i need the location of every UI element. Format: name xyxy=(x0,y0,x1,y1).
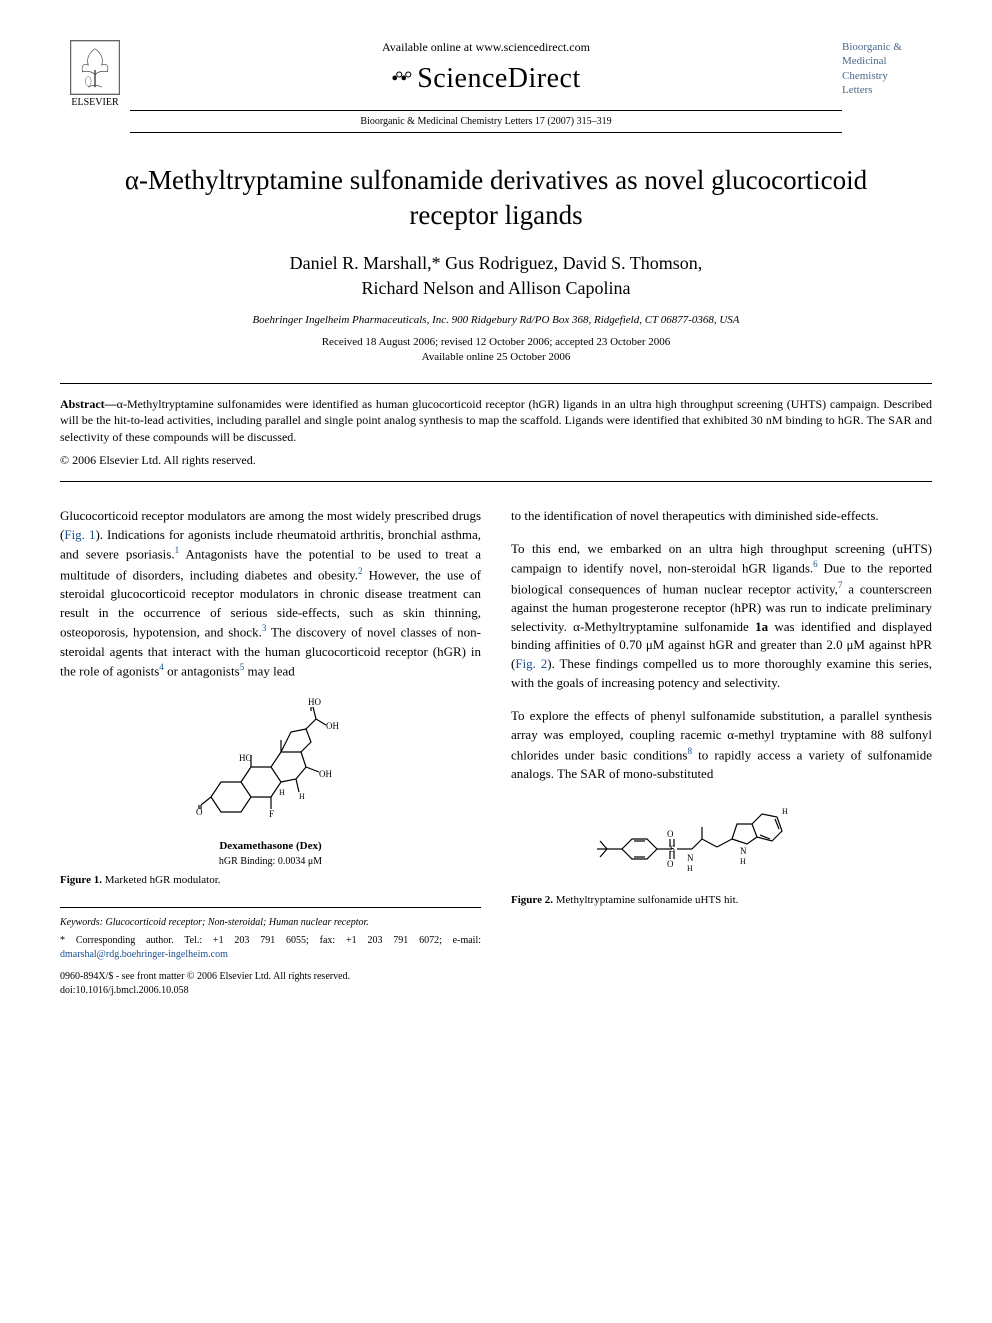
keywords: Keywords: Glucocorticoid receptor; Non-s… xyxy=(60,916,481,930)
page-header: ELSEVIER Available online at www.science… xyxy=(60,40,932,138)
svg-text:OH: OH xyxy=(326,721,339,731)
journal-title-box: Bioorganic & Medicinal Chemistry Letters xyxy=(842,40,932,97)
footer: Keywords: Glucocorticoid receptor; Non-s… xyxy=(60,907,481,998)
body-columns: Glucocorticoid receptor modulators are a… xyxy=(60,507,932,998)
abstract-text: α-Methyltryptamine sulfonamides were ide… xyxy=(60,397,932,445)
figure-2-caption: Figure 2. Methyltryptamine sulfonamide u… xyxy=(511,893,932,909)
dexamethasone-structure-icon: O OH HO OH F HO H H xyxy=(191,697,351,837)
corresp-label: * Corresponding author. xyxy=(60,935,174,946)
sciencedirect-logo: •°•° ScienceDirect xyxy=(391,63,581,95)
footer-copyright: 0960-894X/$ - see front matter © 2006 El… xyxy=(60,970,481,998)
keywords-label: Keywords: xyxy=(60,917,103,928)
figure-link[interactable]: Fig. 2 xyxy=(515,656,547,671)
available-online-text: Available online at www.sciencedirect.co… xyxy=(130,40,842,55)
figure-caption-text: Methyltryptamine sulfonamide uHTS hit. xyxy=(553,894,738,906)
right-column: to the identification of novel therapeut… xyxy=(511,507,932,998)
journal-box-line: Medicinal xyxy=(842,54,932,68)
paragraph: To this end, we embarked on an ultra hig… xyxy=(511,540,932,693)
abstract-copyright: © 2006 Elsevier Ltd. All rights reserved… xyxy=(60,452,932,469)
figure-caption-label: Figure 1. xyxy=(60,874,102,886)
journal-box-line: Chemistry xyxy=(842,69,932,83)
left-column: Glucocorticoid receptor modulators are a… xyxy=(60,507,481,998)
figure-caption-label: Figure 2. xyxy=(511,894,553,906)
compound-id: 1a xyxy=(755,619,768,634)
copyright-line: 0960-894X/$ - see front matter © 2006 El… xyxy=(60,970,481,984)
center-header: Available online at www.sciencedirect.co… xyxy=(130,40,842,138)
authors: Daniel R. Marshall,* Gus Rodriguez, Davi… xyxy=(60,251,932,301)
affiliation: Boehringer Ingelheim Pharmaceuticals, In… xyxy=(60,314,932,326)
elsevier-tree-icon xyxy=(70,40,120,95)
figure-link[interactable]: Fig. 1 xyxy=(64,527,95,542)
svg-text:O: O xyxy=(196,807,203,817)
authors-line: Richard Nelson and Allison Capolina xyxy=(362,278,631,298)
svg-text:H: H xyxy=(299,792,305,801)
binding-value: hGR Binding: 0.0034 μM xyxy=(60,855,481,870)
keywords-text: Glucocorticoid receptor; Non-steroidal; … xyxy=(103,917,369,928)
available-date: Available online 25 October 2006 xyxy=(60,351,932,363)
elsevier-logo: ELSEVIER xyxy=(60,40,130,120)
elsevier-label: ELSEVIER xyxy=(71,97,118,108)
corresp-email-link[interactable]: dmarshal@rdg.boehringer-ingelheim.com xyxy=(60,949,228,960)
corresp-text: Tel.: +1 203 791 6055; fax: +1 203 791 6… xyxy=(174,935,481,946)
svg-text:F: F xyxy=(269,809,274,819)
journal-box-line: Letters xyxy=(842,83,932,97)
journal-reference: Bioorganic & Medicinal Chemistry Letters… xyxy=(130,116,842,127)
svg-text:HO: HO xyxy=(239,753,252,763)
corresponding-author: * Corresponding author. Tel.: +1 203 791… xyxy=(60,934,481,962)
sciencedirect-icon: •°•° xyxy=(391,68,409,91)
sulfonamide-structure-icon: O O S N H N H H xyxy=(582,799,862,889)
figure-caption-text: Marketed hGR modulator. xyxy=(102,874,221,886)
svg-text:OH: OH xyxy=(319,769,332,779)
abstract-label: Abstract— xyxy=(60,397,117,411)
journal-box-line: Bioorganic & xyxy=(842,40,932,54)
svg-text:H: H xyxy=(687,864,693,873)
paragraph: Glucocorticoid receptor modulators are a… xyxy=(60,507,481,682)
svg-text:S: S xyxy=(670,844,675,854)
svg-text:H: H xyxy=(740,857,746,866)
paragraph: to the identification of novel therapeut… xyxy=(511,507,932,526)
doi-line: doi:10.1016/j.bmcl.2006.10.058 xyxy=(60,984,481,998)
figure-1-caption: Figure 1. Marketed hGR modulator. xyxy=(60,873,481,889)
figure-1: O OH HO OH F HO H H Dexamethasone (Dex) … xyxy=(60,697,481,889)
svg-text:N: N xyxy=(687,853,694,863)
article-title: α-Methyltryptamine sulfonamide derivativ… xyxy=(100,163,892,233)
header-rule-bottom xyxy=(130,132,842,133)
svg-text:H: H xyxy=(279,788,285,797)
svg-text:HO: HO xyxy=(308,697,321,707)
svg-text:H: H xyxy=(782,807,788,816)
compound-name: Dexamethasone (Dex) xyxy=(60,839,481,855)
sciencedirect-text: ScienceDirect xyxy=(417,63,581,95)
authors-line: Daniel R. Marshall,* Gus Rodriguez, Davi… xyxy=(290,253,703,273)
paragraph: To explore the effects of phenyl sulfona… xyxy=(511,707,932,784)
received-dates: Received 18 August 2006; revised 12 Octo… xyxy=(60,336,932,348)
svg-text:O: O xyxy=(667,859,674,869)
figure-2: O O S N H N H H Figure 2. Methyltryptami… xyxy=(511,799,932,909)
abstract: Abstract—α-Methyltryptamine sulfonamides… xyxy=(60,383,932,482)
svg-text:N: N xyxy=(740,846,747,856)
svg-text:O: O xyxy=(667,829,674,839)
header-rule-top xyxy=(130,110,842,111)
